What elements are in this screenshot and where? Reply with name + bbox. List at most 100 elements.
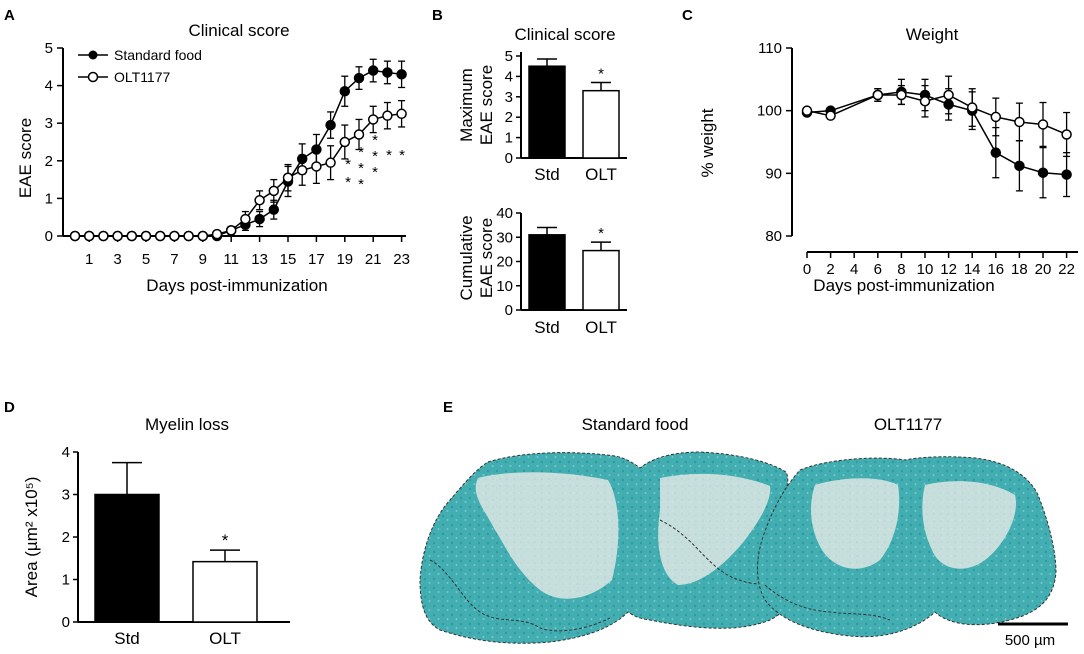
significance-star: *: [386, 147, 392, 164]
panel-a-title: Clinical score: [188, 21, 289, 40]
white-matter-region: [658, 473, 771, 585]
panel-c-series: [801, 75, 1072, 199]
spinal-cord-section-standard: [419, 451, 801, 644]
y-tick-label: 3: [62, 487, 70, 504]
y-tick-label: 0: [505, 150, 513, 167]
significance-star: *: [345, 156, 351, 173]
y-tick-label: 2: [62, 529, 70, 546]
data-point: [367, 114, 379, 125]
data-point: [254, 195, 265, 206]
bar: [94, 493, 160, 623]
data-point: [396, 108, 407, 120]
spinal-cord-section-olt: [757, 456, 1057, 638]
significance-star: *: [358, 160, 364, 177]
white-matter-region: [922, 481, 1016, 569]
data-point: [396, 69, 407, 80]
y-tick-label: 0: [62, 614, 70, 631]
significance-star: *: [598, 225, 604, 242]
category-label: OLT: [585, 318, 617, 337]
data-point: [382, 110, 393, 121]
y-tick-label: 5: [45, 40, 53, 57]
significance-star: *: [372, 148, 378, 165]
panel-c: C Weight Days post-immunization % weight…: [682, 7, 1078, 295]
y-tick-label: 0: [505, 302, 513, 319]
data-point: [339, 85, 351, 97]
tissue-outline: [757, 456, 1056, 637]
category-label: OLT: [209, 629, 241, 648]
x-tick-label: 16: [987, 261, 1004, 278]
x-tick-label: 4: [850, 261, 858, 278]
data-point: [169, 230, 180, 242]
panel-d-ylabel: Area (µm² x10⁵): [22, 477, 41, 598]
lesion-outline: [659, 519, 793, 585]
data-point: [990, 147, 1002, 158]
data-point: [311, 144, 322, 155]
panel-a-significance: * * * * * * * * * *: [345, 132, 405, 193]
x-tick-label: 23: [393, 251, 410, 268]
y-tick-label: 20: [496, 254, 513, 271]
y-tick-label: 2: [45, 153, 53, 170]
significance-star: *: [598, 66, 604, 83]
bar: [528, 65, 566, 159]
data-point: [69, 230, 81, 242]
data-point: [268, 185, 280, 197]
y-tick-label: 1: [45, 190, 53, 207]
data-point: [339, 136, 351, 148]
data-point: [296, 164, 308, 176]
data-point: [240, 213, 251, 225]
y-tick-label: 3: [505, 89, 513, 106]
panel-a-yticks: 0 1 2 3 4 5: [45, 40, 63, 245]
bar: [582, 89, 620, 159]
data-point: [83, 230, 95, 242]
panel-b: B Clinical score Maximum EAE score 0 1 2 3 4…: [432, 7, 627, 337]
panel-letter-e: E: [443, 399, 453, 416]
panel-a: A Clinical score Days post-immunization …: [4, 7, 410, 295]
white-matter-region: [475, 472, 619, 599]
series-line: [806, 94, 1067, 136]
x-tick-label: 13: [251, 251, 268, 268]
bar: [528, 234, 566, 311]
panel-b-top-plot: 0 1 2 3 4 5 Std OLT *: [505, 48, 620, 184]
y-tick-label: 10: [496, 278, 513, 295]
panel-d-title: Myelin loss: [145, 415, 229, 434]
x-tick-label: 10: [917, 261, 934, 278]
panel-e-label-standard: Standard food: [582, 415, 689, 434]
legend-marker-standard: [88, 50, 98, 60]
category-label: Std: [534, 318, 560, 337]
panel-letter-b: B: [432, 7, 443, 24]
data-point: [801, 105, 813, 116]
x-tick-label: 20: [1035, 261, 1052, 278]
y-tick-label: 90: [765, 165, 782, 182]
x-tick-label: 21: [365, 251, 382, 268]
panel-a-legend: Standard food OLT1177: [78, 47, 202, 85]
scale-bar-label: 500 µm: [1005, 632, 1055, 649]
data-point: [183, 230, 194, 242]
panel-b-top-ylabel-2: EAE score: [477, 65, 496, 145]
panel-c-xlabel: Days post-immunization: [813, 276, 994, 295]
y-tick-label: 2: [505, 109, 513, 126]
panel-c-ylabel: % weight: [698, 108, 717, 177]
lesion-outline: [419, 451, 801, 644]
panel-letter-a: A: [4, 7, 15, 24]
data-point: [296, 153, 308, 165]
series-line: [75, 69, 402, 237]
data-point: [140, 230, 152, 242]
x-tick-label: 6: [874, 261, 882, 278]
white-matter-region: [810, 478, 900, 569]
significance-star: *: [358, 176, 364, 193]
panel-letter-c: C: [682, 7, 693, 24]
y-tick-label: 4: [62, 444, 70, 461]
y-tick-label: 100: [757, 103, 782, 120]
data-point: [98, 230, 109, 242]
y-tick-label: 5: [505, 48, 513, 65]
y-tick-label: 4: [505, 68, 513, 85]
x-tick-label: 17: [308, 251, 325, 268]
data-point: [311, 161, 322, 172]
data-point: [211, 228, 223, 240]
y-tick-label: 80: [765, 228, 782, 245]
data-point: [282, 172, 294, 183]
x-tick-label: 1: [85, 251, 93, 268]
x-tick-label: 18: [1011, 261, 1028, 278]
panel-e-label-olt: OLT1177: [874, 415, 942, 434]
